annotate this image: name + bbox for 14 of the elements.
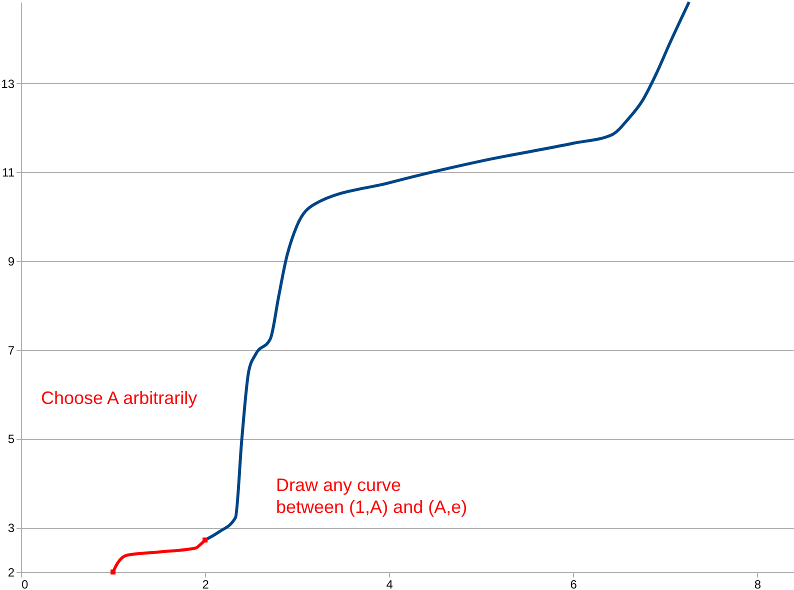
y-tick-label: 11 xyxy=(2,166,15,180)
y-tick-label: 13 xyxy=(1,76,15,91)
y-tick-label: 9 xyxy=(8,254,15,269)
x-tick-label: 0 xyxy=(22,578,28,590)
x-tick-label: 2 xyxy=(202,578,210,590)
x-tick-label: 6 xyxy=(570,578,578,590)
y-tick-label: 3 xyxy=(8,521,15,536)
y-tick-label: 2 xyxy=(8,566,15,580)
y-tick-label: 5 xyxy=(8,432,15,446)
x-tick-label: 4 xyxy=(386,578,394,590)
x-tick-label: 8 xyxy=(754,578,762,590)
y-tick-label: 7 xyxy=(8,343,15,358)
annotation: Choose A arbitrarily xyxy=(41,388,198,408)
annotation: Draw any curve between (1,A) and (A,e) xyxy=(276,475,468,517)
